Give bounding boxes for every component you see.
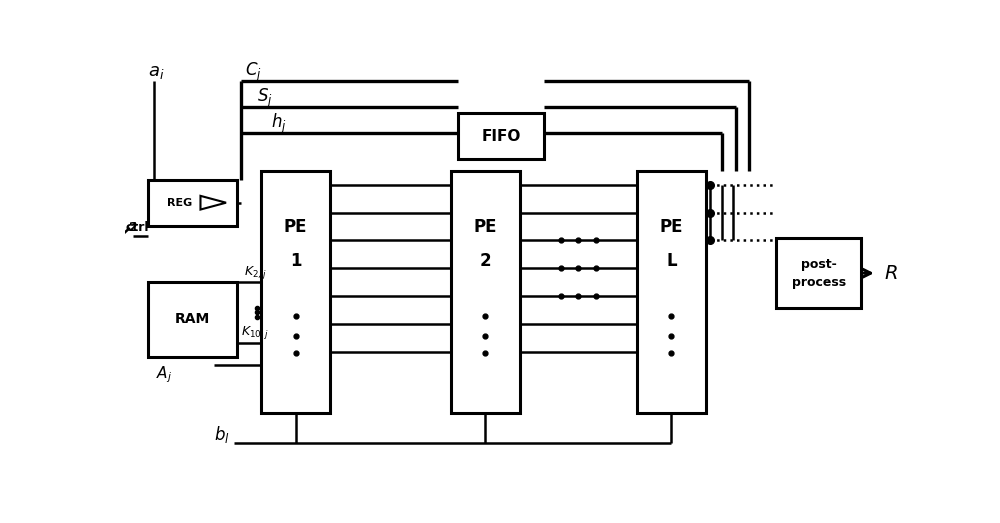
Bar (450, 172, 520, 413)
Bar (261, 172, 330, 413)
Text: PE: PE (474, 218, 497, 236)
Text: PE: PE (660, 218, 683, 236)
Text: PE: PE (284, 218, 307, 236)
Bar (148, 179, 237, 226)
Text: $A_j$: $A_j$ (156, 365, 172, 385)
Bar (458, 113, 544, 160)
Text: FIFO: FIFO (481, 129, 521, 144)
Text: ctrl: ctrl (125, 221, 148, 234)
Bar (148, 282, 237, 357)
Text: 1: 1 (290, 252, 301, 270)
Text: $h_j$: $h_j$ (271, 112, 286, 137)
Text: $C_j$: $C_j$ (245, 61, 262, 84)
Text: $S_j$: $S_j$ (257, 87, 273, 110)
Text: process: process (792, 276, 846, 289)
Bar (637, 172, 706, 413)
Text: L: L (666, 252, 677, 270)
Text: $K_{10,j}$: $K_{10,j}$ (241, 324, 269, 341)
Text: $R$: $R$ (885, 264, 898, 282)
Text: $a_i$: $a_i$ (148, 63, 165, 81)
Text: post-: post- (801, 257, 836, 270)
Polygon shape (200, 196, 226, 210)
Text: RAM: RAM (175, 312, 210, 326)
Text: REG: REG (167, 198, 192, 208)
Text: 2: 2 (129, 221, 138, 234)
Text: $K_{2,j}$: $K_{2,j}$ (244, 264, 266, 281)
Bar (776, 238, 861, 309)
Text: $b_l$: $b_l$ (214, 424, 230, 445)
Text: 2: 2 (480, 252, 491, 270)
